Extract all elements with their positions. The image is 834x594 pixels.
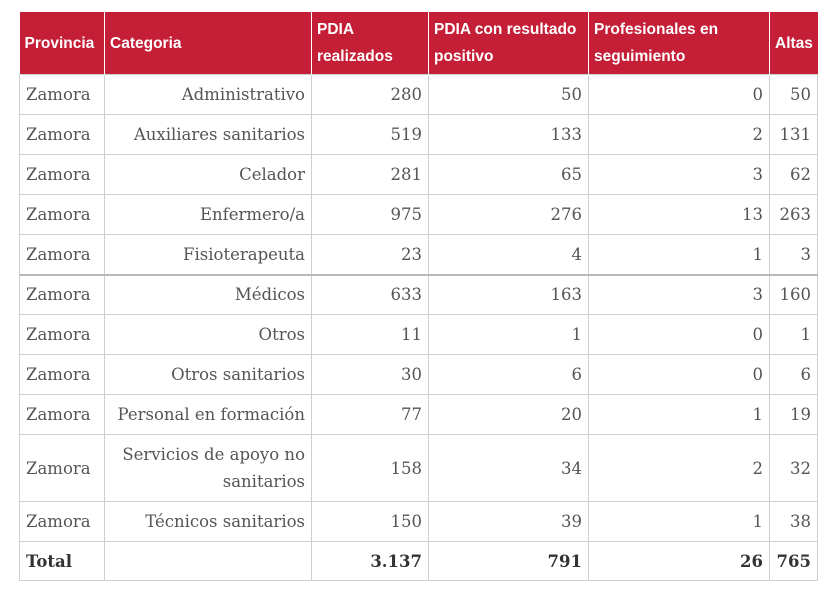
cell-pdia-positivo: 276 <box>428 194 589 235</box>
cell-categoria: Médicos <box>104 273 312 315</box>
cell-seguimiento: 1 <box>588 394 770 435</box>
total-altas: 765 <box>769 541 818 581</box>
table-body: Zamora Administrativo 280 50 0 50 Zamora… <box>19 74 818 581</box>
cell-pdia-realizados: 150 <box>311 501 429 542</box>
table-row: Zamora Auxiliares sanitarios 519 133 2 1… <box>19 114 818 155</box>
cell-seguimiento: 0 <box>588 314 770 355</box>
cell-categoria: Otros <box>104 314 312 355</box>
cell-seguimiento: 1 <box>588 234 770 275</box>
cell-pdia-positivo: 6 <box>428 354 589 395</box>
cell-categoria: Administrativo <box>104 74 312 115</box>
cell-categoria: Personal en formación <box>104 394 312 435</box>
cell-seguimiento: 13 <box>588 194 770 235</box>
cell-categoria: Servicios de apoyo no sanitarios <box>104 434 312 502</box>
header-pdia-realizados: PDIA realizados <box>311 12 429 75</box>
cell-altas: 263 <box>769 194 818 235</box>
cell-seguimiento: 0 <box>588 354 770 395</box>
cell-provincia: Zamora <box>19 114 105 155</box>
header-altas: Altas <box>769 12 818 75</box>
cell-altas: 6 <box>769 354 818 395</box>
cell-provincia: Zamora <box>19 434 105 502</box>
cell-altas: 32 <box>769 434 818 502</box>
cell-pdia-realizados: 158 <box>311 434 429 502</box>
cell-altas: 160 <box>769 273 818 315</box>
cell-categoria: Celador <box>104 154 312 195</box>
data-table-container: Provincia Categoria PDIA realizados PDIA… <box>19 12 818 581</box>
total-pdia-positivo: 791 <box>428 541 589 581</box>
cell-provincia: Zamora <box>19 154 105 195</box>
cell-pdia-realizados: 519 <box>311 114 429 155</box>
cell-seguimiento: 2 <box>588 434 770 502</box>
cell-categoria: Técnicos sanitarios <box>104 501 312 542</box>
cell-pdia-realizados: 11 <box>311 314 429 355</box>
table-row: Zamora Personal en formación 77 20 1 19 <box>19 394 818 435</box>
cell-pdia-positivo: 20 <box>428 394 589 435</box>
cell-pdia-realizados: 30 <box>311 354 429 395</box>
header-pdia-positivo: PDIA con resultado positivo <box>428 12 589 75</box>
cell-seguimiento: 0 <box>588 74 770 115</box>
cell-altas: 50 <box>769 74 818 115</box>
cell-categoria: Otros sanitarios <box>104 354 312 395</box>
cell-pdia-realizados: 23 <box>311 234 429 275</box>
cell-pdia-positivo: 65 <box>428 154 589 195</box>
table-row: Zamora Servicios de apoyo no sanitarios … <box>19 434 818 502</box>
table-row: Zamora Otros 11 1 0 1 <box>19 314 818 355</box>
cell-provincia: Zamora <box>19 273 105 315</box>
table-row: Zamora Administrativo 280 50 0 50 <box>19 74 818 115</box>
table-row: Zamora Médicos 633 163 3 160 <box>19 273 818 315</box>
table-row: Zamora Enfermero/a 975 276 13 263 <box>19 194 818 235</box>
cell-altas: 62 <box>769 154 818 195</box>
cell-categoria: Fisioterapeuta <box>104 234 312 275</box>
cell-seguimiento: 3 <box>588 154 770 195</box>
cell-pdia-realizados: 280 <box>311 74 429 115</box>
total-pdia-realizados: 3.137 <box>311 541 429 581</box>
table-row: Zamora Técnicos sanitarios 150 39 1 38 <box>19 501 818 542</box>
table-row: Zamora Otros sanitarios 30 6 0 6 <box>19 354 818 395</box>
cell-pdia-realizados: 281 <box>311 154 429 195</box>
cell-provincia: Zamora <box>19 74 105 115</box>
cell-pdia-positivo: 50 <box>428 74 589 115</box>
data-table: Provincia Categoria PDIA realizados PDIA… <box>19 12 818 581</box>
cell-pdia-realizados: 77 <box>311 394 429 435</box>
cell-pdia-realizados: 975 <box>311 194 429 235</box>
table-row: Zamora Celador 281 65 3 62 <box>19 154 818 195</box>
header-row: Provincia Categoria PDIA realizados PDIA… <box>19 12 818 75</box>
cell-altas: 38 <box>769 501 818 542</box>
header-categoria: Categoria <box>104 12 312 75</box>
cell-pdia-positivo: 1 <box>428 314 589 355</box>
total-label: Total <box>19 541 105 581</box>
cell-provincia: Zamora <box>19 234 105 275</box>
cell-pdia-positivo: 39 <box>428 501 589 542</box>
cell-seguimiento: 1 <box>588 501 770 542</box>
cell-altas: 3 <box>769 234 818 275</box>
cell-categoria: Enfermero/a <box>104 194 312 235</box>
cell-provincia: Zamora <box>19 314 105 355</box>
cell-pdia-realizados: 633 <box>311 273 429 315</box>
cell-provincia: Zamora <box>19 194 105 235</box>
cell-altas: 1 <box>769 314 818 355</box>
cell-categoria: Auxiliares sanitarios <box>104 114 312 155</box>
header-provincia: Provincia <box>19 12 105 75</box>
header-profesionales-seguimiento: Profesionales en seguimiento <box>588 12 770 75</box>
cell-altas: 131 <box>769 114 818 155</box>
cell-pdia-positivo: 163 <box>428 273 589 315</box>
cell-provincia: Zamora <box>19 354 105 395</box>
cell-provincia: Zamora <box>19 394 105 435</box>
total-seguimiento: 26 <box>588 541 770 581</box>
cell-altas: 19 <box>769 394 818 435</box>
cell-pdia-positivo: 34 <box>428 434 589 502</box>
total-categoria <box>104 541 312 581</box>
table-row: Zamora Fisioterapeuta 23 4 1 3 <box>19 234 818 275</box>
cell-seguimiento: 2 <box>588 114 770 155</box>
cell-pdia-positivo: 133 <box>428 114 589 155</box>
cell-seguimiento: 3 <box>588 273 770 315</box>
cell-provincia: Zamora <box>19 501 105 542</box>
table-header: Provincia Categoria PDIA realizados PDIA… <box>19 12 818 75</box>
total-row: Total 3.137 791 26 765 <box>19 541 818 581</box>
cell-pdia-positivo: 4 <box>428 234 589 275</box>
